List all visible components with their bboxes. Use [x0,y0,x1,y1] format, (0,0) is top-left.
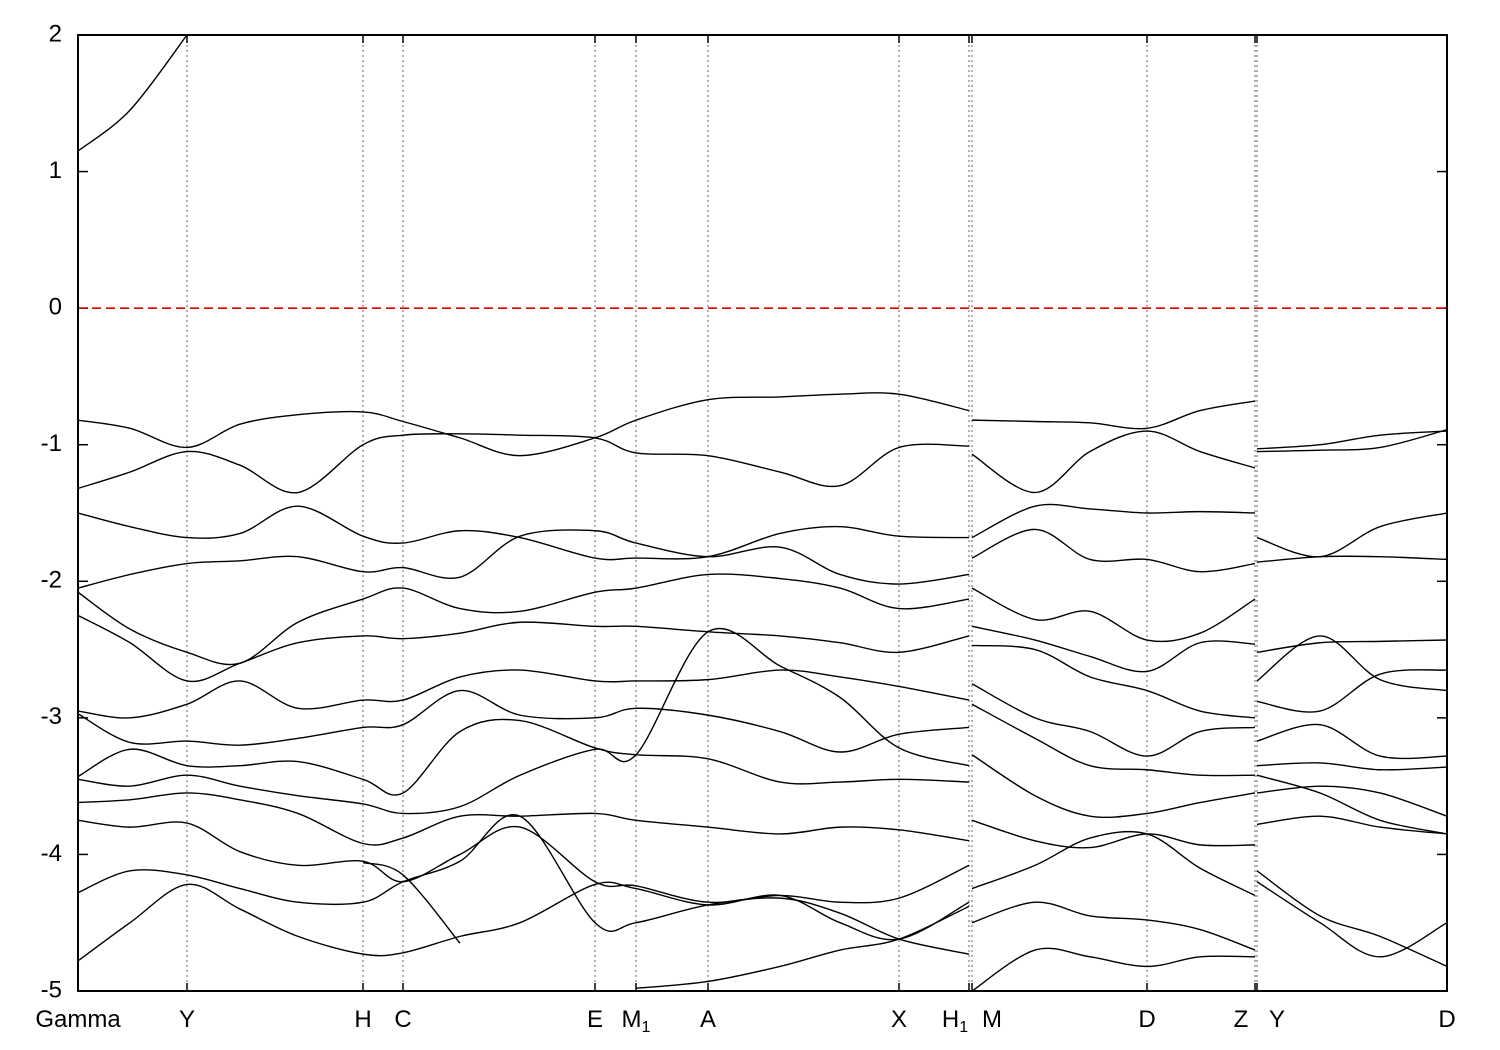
band-line [78,627,1447,819]
kpoint-label: M [622,1006,642,1033]
x-tick-label: M1 [622,1006,651,1036]
band-line [362,861,461,944]
x-tick-label: Y [1269,1006,1285,1033]
y-tick-label: -5 [41,976,62,1003]
x-tick-label: Y [179,1006,195,1033]
x-tick-label: Z [1234,1006,1249,1033]
band-line [78,881,1447,991]
band-line [78,703,1447,796]
band-line [78,392,1447,457]
kpoint-label: D [1438,1006,1455,1033]
y-tick-label: 1 [49,157,62,184]
kpoint-label: A [700,1006,716,1033]
kpoint-label: H [354,1006,371,1033]
x-tick-label: Gamma [35,1006,121,1033]
bands [78,35,1447,991]
kpoint-label: X [891,1006,907,1033]
band-line [78,573,1447,666]
kpoint-label: C [394,1006,411,1033]
y-tick-label: -3 [41,703,62,730]
kpoint-label: E [587,1006,603,1033]
x-tick-label: E [587,1006,603,1033]
band-line [78,503,1447,561]
kpoint-label: Gamma [35,1006,121,1033]
y-tick-label: -4 [41,840,62,867]
kpoint-label: Y [1269,1006,1285,1033]
band-line [78,813,1447,968]
band-line [78,644,1447,719]
x-tick-label: D [1138,1006,1155,1033]
plot-frame [77,34,1448,992]
band-line [78,528,1447,589]
kpoint-label: D [1138,1006,1155,1033]
y-tick-label: -1 [41,430,62,457]
band-line [78,683,1447,760]
x-tick-label: X [891,1006,907,1033]
band-line [635,905,970,989]
band-line [78,774,1447,849]
x-tick-label: D [1438,1006,1455,1033]
kpoint-label: H [942,1006,959,1033]
x-tick-label: C [394,1006,411,1033]
x-tick-label: M [982,1006,1002,1033]
band-line [78,815,1447,904]
x-tick-label: H [354,1006,371,1033]
band-line [78,429,1447,494]
band-line [78,35,188,152]
kpoint-label: Y [179,1006,195,1033]
kpoint-subscript: 1 [642,1019,651,1036]
kpoint-subscript: 1 [959,1019,968,1036]
y-tick-label: 2 [49,20,62,47]
x-tick-label: A [700,1006,716,1033]
x-tick-label: H1 [942,1006,968,1036]
band-line [78,614,1447,692]
kpoint-label: M [982,1006,1002,1033]
y-tick-label: 0 [49,293,62,320]
kpoint-label: Z [1234,1006,1249,1033]
y-tick-label: -2 [41,567,62,594]
